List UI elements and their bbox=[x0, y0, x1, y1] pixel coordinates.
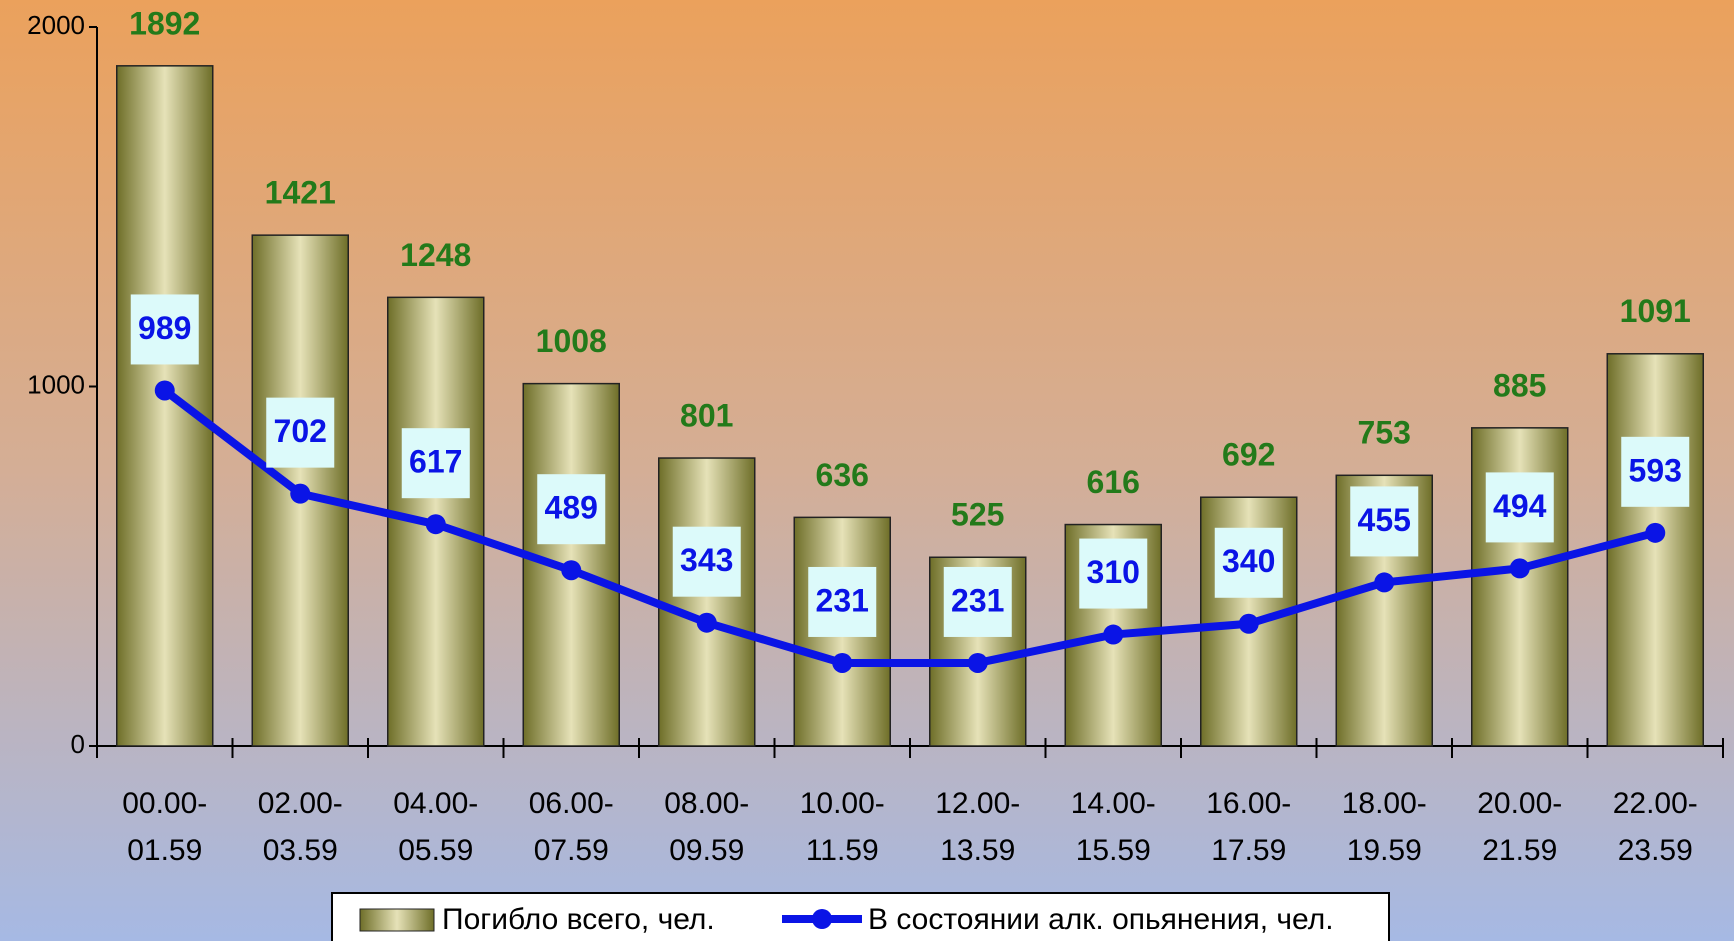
line-point bbox=[1509, 558, 1530, 579]
x-tick-label-line: 05.59 bbox=[398, 834, 473, 867]
bar bbox=[658, 457, 756, 747]
x-tick-label-line: 07.59 bbox=[534, 834, 609, 867]
x-tick-label: 14.00- 15.59 bbox=[1071, 787, 1156, 867]
x-tick-label-line: 02.00- bbox=[258, 787, 343, 820]
legend-label: Погибло всего, чел. bbox=[442, 903, 715, 936]
bar bbox=[116, 65, 214, 747]
line-point bbox=[1374, 572, 1395, 593]
x-tick-label: 04.00- 05.59 bbox=[393, 787, 478, 867]
line-label-box bbox=[808, 566, 877, 637]
line-value-label: 343 bbox=[680, 542, 733, 578]
bar-value-label: 636 bbox=[816, 457, 869, 493]
x-tick-label-line: 09.59 bbox=[669, 834, 744, 867]
line-point bbox=[1103, 624, 1124, 645]
x-tick-label: 02.00- 03.59 bbox=[258, 787, 343, 867]
line-label-box bbox=[1079, 538, 1148, 609]
legend-swatch bbox=[359, 908, 435, 932]
x-tick-label: 18.00- 19.59 bbox=[1342, 787, 1427, 867]
line-value-label: 489 bbox=[545, 490, 598, 526]
line-label-box bbox=[266, 397, 335, 468]
line-point bbox=[290, 483, 311, 504]
y-tick-label: 1000 bbox=[27, 369, 85, 399]
bar-value-label: 1008 bbox=[536, 323, 607, 359]
line-value-label: 593 bbox=[1629, 452, 1682, 488]
x-tick-label-line: 17.59 bbox=[1211, 834, 1286, 867]
line-value-label: 494 bbox=[1493, 488, 1547, 524]
bar-value-label: 692 bbox=[1222, 437, 1275, 473]
line bbox=[162, 387, 1657, 667]
line-value-label: 455 bbox=[1358, 502, 1411, 538]
x-tick-label-line: 14.00- bbox=[1071, 787, 1156, 820]
line-point bbox=[832, 652, 853, 673]
line-value-label: 231 bbox=[816, 582, 869, 618]
x-tick-label-line: 15.59 bbox=[1076, 834, 1151, 867]
x-tick-label-line: 20.00- bbox=[1477, 787, 1562, 820]
line-label-box bbox=[1214, 527, 1283, 598]
line-point bbox=[967, 652, 988, 673]
x-tick-label-line: 19.59 bbox=[1347, 834, 1422, 867]
line-value-label: 231 bbox=[951, 582, 1004, 618]
x-tick-label-line: 08.00- bbox=[664, 787, 749, 820]
x-tick-label-line: 06.00- bbox=[529, 787, 614, 820]
x-tick-label-line: 03.59 bbox=[263, 834, 338, 867]
line-point bbox=[1238, 613, 1259, 634]
bar-value-label: 525 bbox=[951, 497, 1004, 533]
line-value-label: 340 bbox=[1222, 543, 1275, 579]
line-label-box bbox=[1350, 486, 1419, 557]
x-tick-label: 08.00- 09.59 bbox=[664, 787, 749, 867]
line-point bbox=[154, 380, 175, 401]
x-tick-label-line: 04.00- bbox=[393, 787, 478, 820]
line-value-label: 310 bbox=[1087, 554, 1140, 590]
line-label-box bbox=[130, 294, 199, 365]
x-tick-label-line: 18.00- bbox=[1342, 787, 1427, 820]
bar-value-label: 616 bbox=[1087, 464, 1140, 500]
legend-swatch bbox=[812, 909, 832, 929]
bar-value-label: 1421 bbox=[265, 175, 336, 211]
x-tick-label: 12.00- 13.59 bbox=[935, 787, 1020, 867]
x-tick-label-line: 22.00- bbox=[1613, 787, 1698, 820]
x-tick-label: 20.00- 21.59 bbox=[1477, 787, 1562, 867]
x-tick-label: 00.00- 01.59 bbox=[122, 787, 207, 867]
x-tick-label-line: 16.00- bbox=[1206, 787, 1291, 820]
line-point bbox=[425, 514, 446, 535]
bar-value-label: 885 bbox=[1493, 367, 1546, 403]
line-label-box bbox=[401, 428, 470, 499]
line-label-box bbox=[1621, 436, 1690, 507]
line-label-box bbox=[672, 526, 741, 597]
bar-value-label: 1091 bbox=[1620, 293, 1691, 329]
x-tick-label-line: 11.59 bbox=[806, 834, 879, 867]
x-tick-label-line: 10.00- bbox=[800, 787, 885, 820]
x-tick-label-line: 13.59 bbox=[940, 834, 1015, 867]
x-tick-label: 22.00- 23.59 bbox=[1613, 787, 1698, 867]
line-point bbox=[561, 560, 582, 581]
x-tick-label-line: 23.59 bbox=[1618, 834, 1693, 867]
x-tick-label-line: 00.00- bbox=[122, 787, 207, 820]
y-tick-label: 2000 bbox=[27, 10, 85, 40]
x-tick-label: 06.00- 07.59 bbox=[529, 787, 614, 867]
bar-value-label: 801 bbox=[680, 397, 733, 433]
line-value-label: 989 bbox=[138, 310, 191, 346]
x-tick-label-line: 21.59 bbox=[1482, 834, 1557, 867]
line-label-box bbox=[1485, 472, 1554, 543]
bar-value-label: 1248 bbox=[400, 237, 471, 273]
line-point bbox=[1645, 522, 1666, 543]
line-value-label: 702 bbox=[274, 413, 327, 449]
line-label-box bbox=[943, 566, 1012, 637]
line-point bbox=[696, 612, 717, 633]
line-value-label: 617 bbox=[409, 444, 462, 480]
bar-value-label: 753 bbox=[1358, 415, 1411, 451]
bar bbox=[1606, 353, 1704, 747]
x-tick-label: 16.00- 17.59 bbox=[1206, 787, 1291, 867]
x-tick-label-line: 01.59 bbox=[127, 834, 202, 867]
bar-value-label: 1892 bbox=[129, 5, 200, 41]
x-tick-label: 10.00- 11.59 bbox=[800, 787, 885, 867]
legend-label: В состоянии алк. опьянения, чел. bbox=[868, 903, 1334, 936]
y-tick-label: 0 bbox=[71, 729, 85, 759]
legend: Погибло всего, чел. В состоянии алк. опья… bbox=[331, 892, 1390, 941]
line-label-box bbox=[537, 474, 606, 545]
x-tick-label-line: 12.00- bbox=[935, 787, 1020, 820]
